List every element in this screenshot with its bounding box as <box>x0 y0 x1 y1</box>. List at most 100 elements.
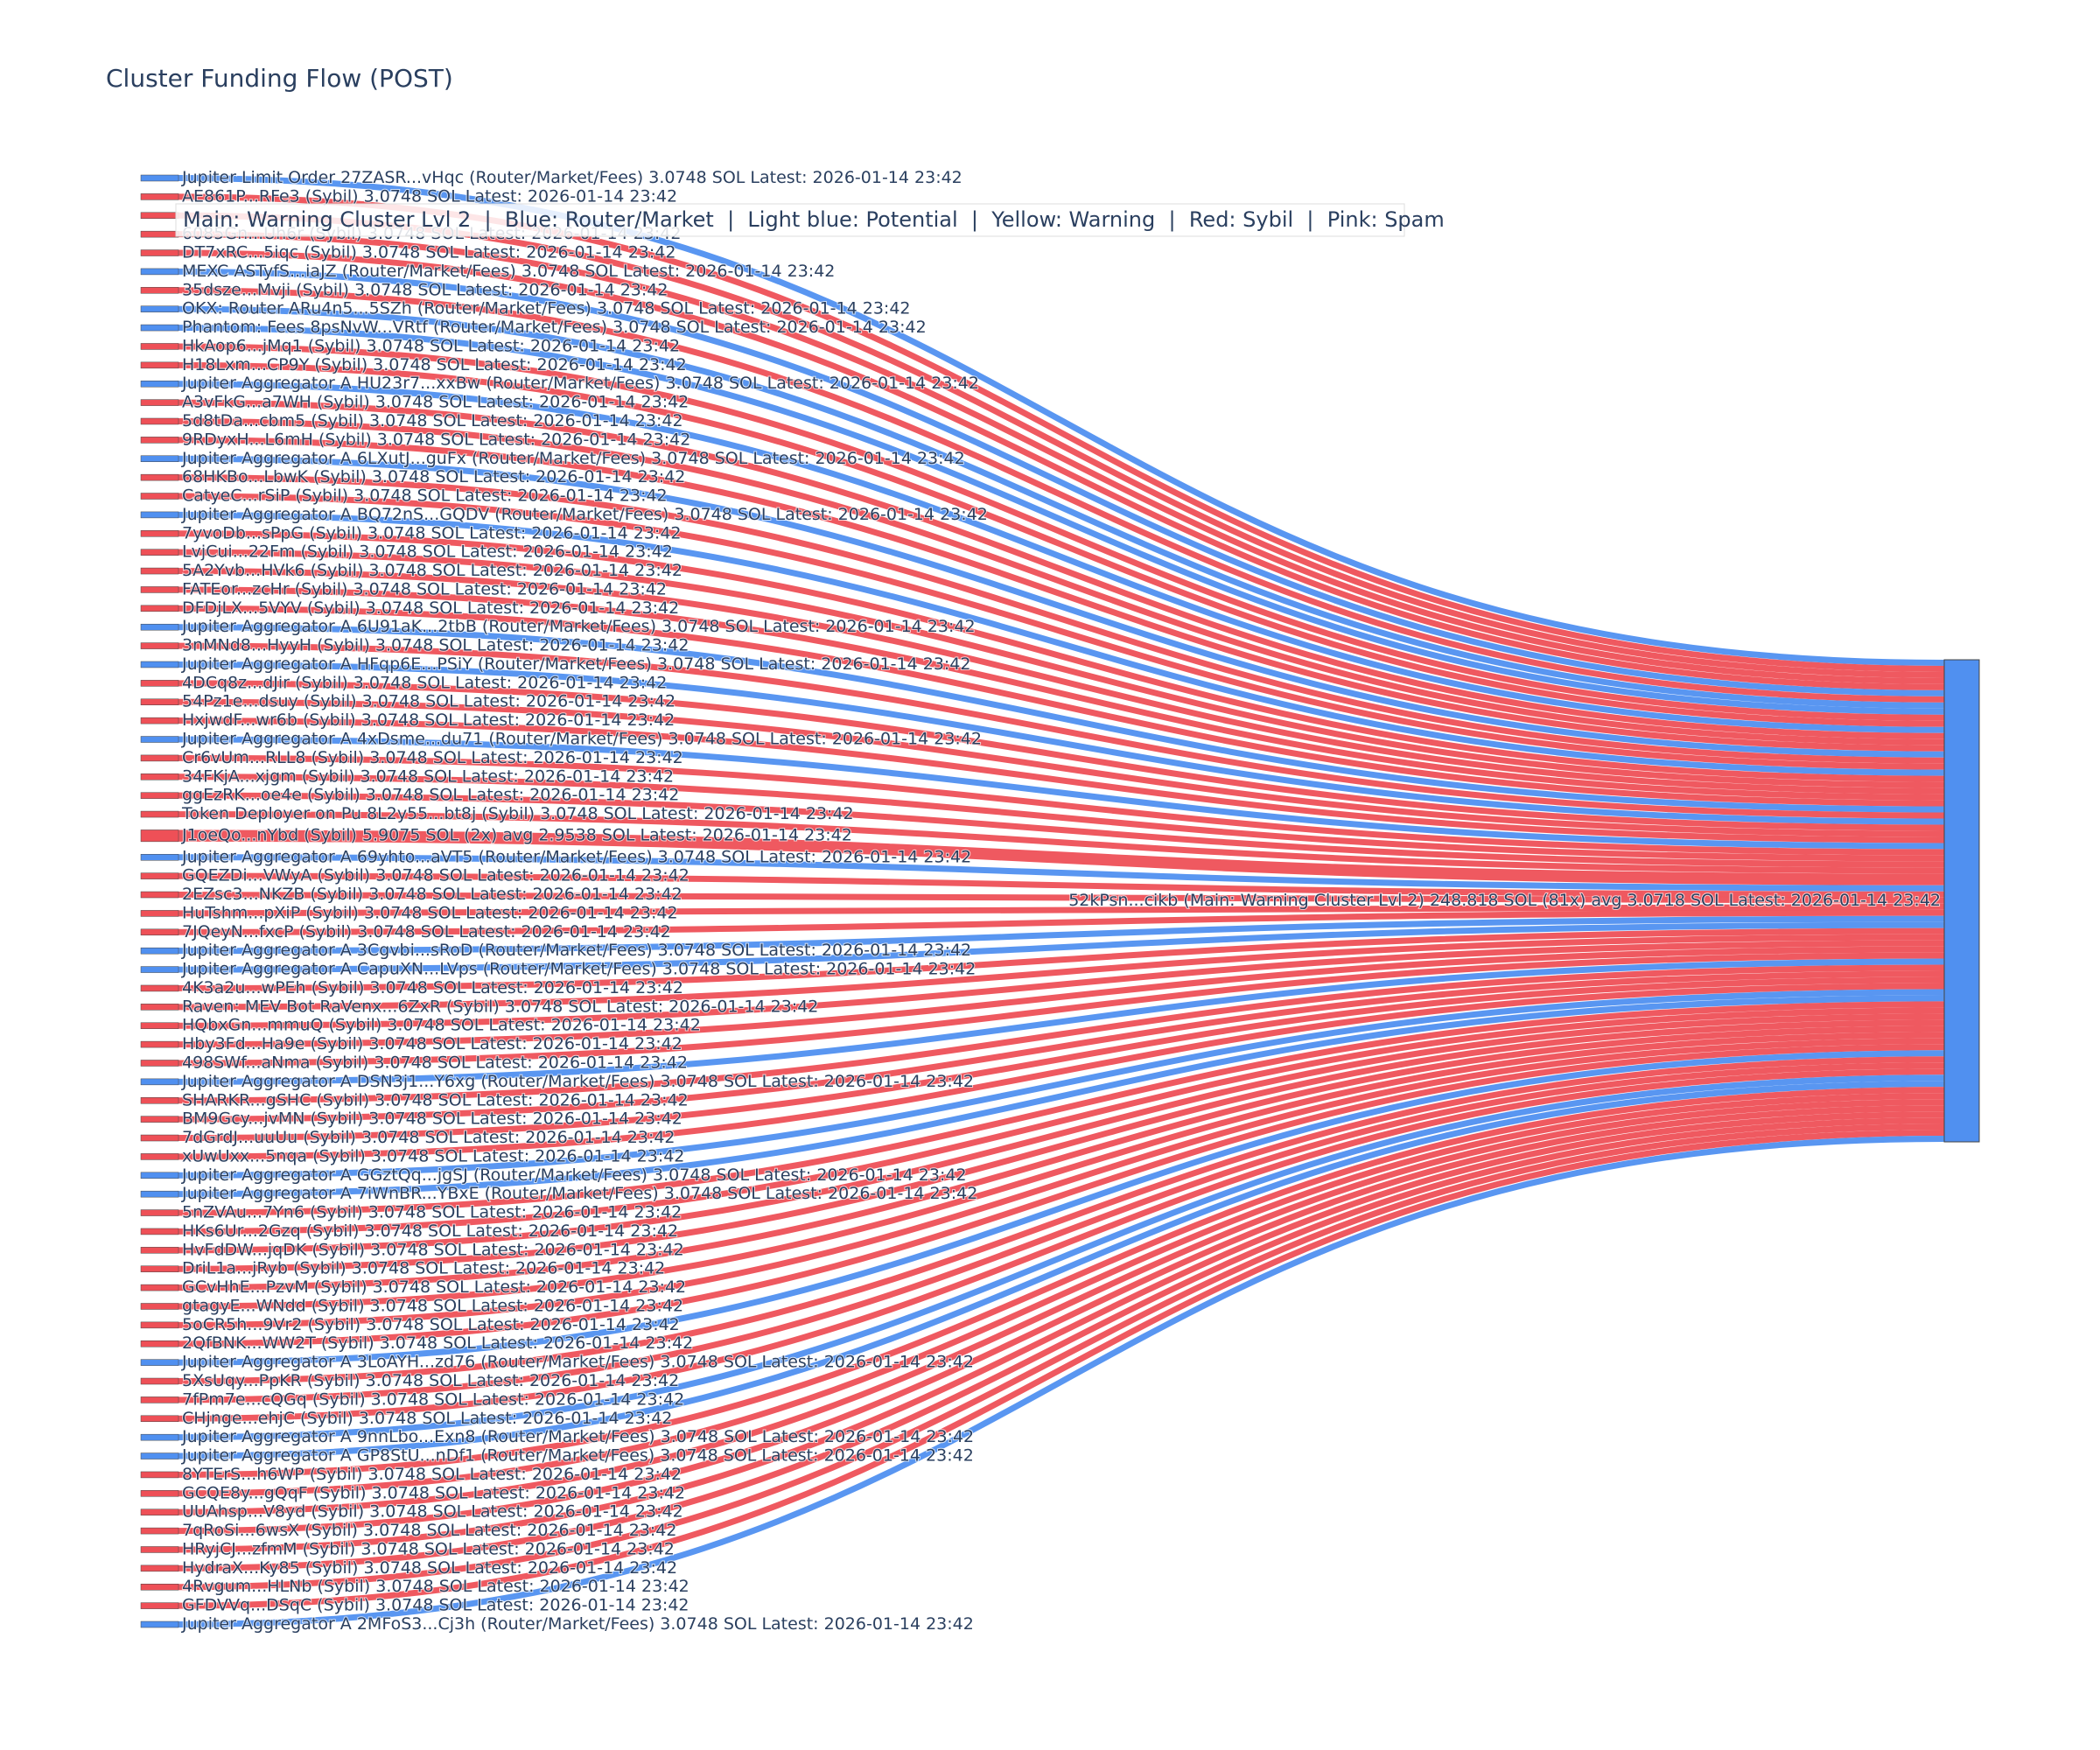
links <box>178 175 1945 1628</box>
link <box>178 928 1945 991</box>
node-label: Jupiter Aggregator A 2MFoS3...Cj3h (Rout… <box>181 1614 974 1634</box>
link <box>178 1074 1945 1441</box>
link <box>178 605 1945 807</box>
node-label: SHARKR...gSHC (Sybil) 3.0748 SOL Latest:… <box>182 1090 689 1110</box>
node-label: Jupiter Aggregator A 7iWnBR...YBxE (Rout… <box>181 1184 977 1203</box>
source-node <box>140 1527 179 1535</box>
node-label: 4K3a2u...wPEh (Sybil) 3.0748 SOL Latest:… <box>182 978 683 998</box>
node-label: 5nZVAu...7Yn6 (Sybil) 3.0748 SOL Latest:… <box>182 1203 682 1222</box>
node-label: GCvHhE...PzvM (Sybil) 3.0748 SOL Latest:… <box>182 1278 686 1297</box>
source-node <box>140 774 179 780</box>
source-node <box>140 1078 179 1086</box>
link <box>178 964 1945 1104</box>
node-label: Jupiter Aggregator A 3Cgvbi...sRoD (Rout… <box>181 941 971 960</box>
link <box>178 212 1945 678</box>
source-node <box>140 212 179 220</box>
source-node <box>140 1415 179 1423</box>
link <box>178 1032 1945 1310</box>
link <box>178 624 1945 813</box>
source-node <box>140 1228 179 1236</box>
node-label: 7yvoDb...sPpG (Sybil) 3.0748 SOL Latest:… <box>182 523 682 542</box>
link <box>178 983 1945 1160</box>
node-label: Jupiter Aggregator A HFqp6E...PSiY (Rout… <box>181 654 970 674</box>
node-label: Jupiter Aggregator A 6U91aK...2tbB (Rout… <box>181 617 976 636</box>
source-node <box>140 1022 179 1029</box>
source-node <box>140 717 179 724</box>
link <box>178 830 1945 886</box>
node-label: 498SWf...aNma (Sybil) 3.0748 SOL Latest:… <box>182 1053 688 1072</box>
node-label: 54Pz1e...dsuy (Sybil) 3.0748 SOL Latest:… <box>182 692 676 711</box>
source-node <box>140 1004 179 1011</box>
node-label: HRyjCJ...zfmM (Sybil) 3.0748 SOL Latest:… <box>182 1539 675 1558</box>
node-label: 5oCR5h...9Vr2 (Sybil) 3.0748 SOL Latest:… <box>182 1315 680 1334</box>
node-label: AE861P...RFe3 (Sybil) 3.0748 SOL Latest:… <box>182 186 677 206</box>
link <box>178 952 1945 1067</box>
link <box>178 976 1945 1142</box>
source-node <box>140 891 179 899</box>
source-node <box>140 324 179 332</box>
link <box>178 854 1945 892</box>
link <box>178 493 1945 770</box>
node-label: BM9Gcy...jvMN (Sybil) 3.0748 SOL Latest:… <box>182 1110 682 1129</box>
source-node <box>140 984 179 992</box>
link <box>178 1093 1945 1497</box>
node-label: Jupiter Aggregator A GP8StU...nDf1 (Rout… <box>181 1446 974 1466</box>
link <box>178 1050 1945 1366</box>
node-label: HKs6Ur...2Gzq (Sybil) 3.0748 SOL Latest:… <box>182 1222 678 1241</box>
node-label: Raven: MEV Bot RaVenx...6ZxR (Sybil) 3.0… <box>182 997 818 1016</box>
node-label: UUAhsp...V8yd (Sybil) 3.0748 SOL Latest:… <box>182 1502 683 1522</box>
link <box>178 1081 1945 1460</box>
node-label: 7qRoSi...6wsX (Sybil) 3.0748 SOL Latest:… <box>182 1521 676 1540</box>
source-node <box>140 417 179 425</box>
link <box>178 989 1945 1179</box>
source-node <box>140 473 179 481</box>
link <box>178 1062 1945 1404</box>
link <box>178 754 1945 856</box>
source-node <box>140 361 179 369</box>
node-label: DFDjLX...5VYV (Sybil) 3.0748 SOL Latest:… <box>182 598 679 618</box>
source-node <box>140 872 179 879</box>
link <box>178 909 1945 935</box>
link <box>178 1130 1945 1609</box>
link <box>178 1007 1945 1235</box>
source-node <box>140 305 179 312</box>
node-label: OKX: Router ARu4n5...5SZh (Router/Market… <box>182 299 911 318</box>
link <box>178 736 1945 850</box>
source-node <box>140 1116 179 1123</box>
source-node <box>140 343 179 350</box>
node-label: MEXC ASTyfS...iaJZ (Router/Market/Fees) … <box>182 262 835 281</box>
source-node <box>140 854 179 861</box>
link <box>178 268 1945 696</box>
source-node <box>140 1396 179 1404</box>
source-node <box>140 380 179 388</box>
link <box>178 1013 1945 1254</box>
source-node <box>140 1060 179 1067</box>
node-label: gtagyE...WNdd (Sybil) 3.0748 SOL Latest:… <box>182 1296 683 1315</box>
link <box>178 1056 1945 1385</box>
node-label: Token Deployer on Pu 8L2y55...bt8j (Sybi… <box>181 804 854 823</box>
source-node <box>140 1620 179 1628</box>
link <box>178 287 1945 703</box>
node-label: Cr6vUm...RLL8 (Sybil) 3.0748 SOL Latest:… <box>182 748 683 767</box>
source-node <box>140 1303 179 1310</box>
source-node <box>140 1097 179 1104</box>
target-label: 52kPsn...cikb (Main: Warning Cluster Lvl… <box>1068 891 1941 910</box>
link <box>178 1087 1945 1478</box>
link <box>178 1038 1945 1328</box>
link <box>178 1099 1945 1516</box>
node-label: 2QfBNK...WW2T (Sybil) 3.0748 SOL Latest:… <box>182 1334 693 1353</box>
source-node <box>140 642 179 649</box>
source-node <box>140 493 179 500</box>
node-label: GFDVVq...DSqC (Sybil) 3.0748 SOL Latest:… <box>182 1596 690 1615</box>
link <box>178 718 1945 844</box>
link <box>178 437 1945 752</box>
source-node <box>140 437 179 444</box>
source-node <box>140 1247 179 1254</box>
link <box>178 568 1945 794</box>
node-label: HkAop6...jMq1 (Sybil) 3.0748 SOL Latest:… <box>182 336 680 355</box>
node-label: DT7xRC...5iqc (Sybil) 3.0748 SOL Latest:… <box>182 243 676 262</box>
source-node <box>140 1471 179 1479</box>
link <box>178 381 1945 733</box>
source-node <box>140 174 179 182</box>
source-node <box>140 810 179 818</box>
